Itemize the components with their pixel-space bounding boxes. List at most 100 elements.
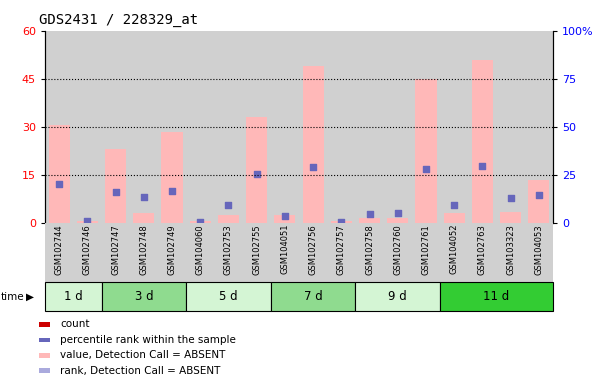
Bar: [302, 66, 324, 223]
Point: [252, 170, 261, 177]
Text: GSM104053: GSM104053: [534, 224, 543, 275]
Bar: [271, 223, 299, 282]
Bar: [412, 31, 440, 223]
Bar: [45, 223, 73, 282]
Bar: [130, 31, 158, 223]
Text: GSM102753: GSM102753: [224, 224, 233, 275]
Text: GSM102755: GSM102755: [252, 224, 261, 275]
Bar: [45, 31, 73, 223]
Bar: [383, 31, 412, 223]
Text: GSM104052: GSM104052: [450, 224, 459, 275]
Point: [195, 218, 205, 225]
Bar: [383, 223, 412, 282]
Bar: [412, 223, 440, 282]
Point: [506, 195, 516, 201]
Text: 9 d: 9 d: [388, 290, 407, 303]
Bar: [355, 282, 440, 311]
Point: [111, 189, 120, 195]
Bar: [500, 212, 521, 223]
Bar: [525, 31, 553, 223]
Bar: [102, 223, 130, 282]
Bar: [133, 213, 154, 223]
Text: count: count: [60, 319, 90, 329]
Bar: [274, 215, 296, 223]
Bar: [496, 223, 525, 282]
Point: [450, 202, 459, 209]
Bar: [472, 60, 493, 223]
Point: [337, 218, 346, 225]
Text: GSM102749: GSM102749: [168, 224, 177, 275]
Bar: [440, 31, 468, 223]
Bar: [444, 213, 465, 223]
Point: [308, 164, 318, 170]
Point: [365, 211, 374, 217]
Text: GSM102757: GSM102757: [337, 224, 346, 275]
Bar: [186, 223, 215, 282]
Text: 11 d: 11 d: [483, 290, 510, 303]
Bar: [186, 31, 215, 223]
Bar: [243, 223, 271, 282]
Bar: [73, 31, 102, 223]
Text: GDS2431 / 228329_at: GDS2431 / 228329_at: [39, 13, 198, 27]
Point: [534, 192, 544, 198]
Bar: [49, 125, 70, 223]
Bar: [218, 215, 239, 223]
Text: ▶: ▶: [26, 291, 34, 302]
Bar: [243, 31, 271, 223]
Bar: [468, 31, 496, 223]
Bar: [45, 282, 102, 311]
Bar: [355, 31, 383, 223]
Bar: [162, 131, 183, 223]
Bar: [468, 223, 496, 282]
Point: [224, 202, 233, 209]
Text: percentile rank within the sample: percentile rank within the sample: [60, 335, 236, 345]
Text: time: time: [1, 291, 24, 302]
Bar: [271, 31, 299, 223]
Bar: [359, 218, 380, 223]
Point: [280, 213, 290, 219]
Text: GSM102756: GSM102756: [308, 224, 317, 275]
Text: GSM102744: GSM102744: [55, 224, 64, 275]
Text: 1 d: 1 d: [64, 290, 83, 303]
Bar: [158, 31, 186, 223]
Text: GSM102746: GSM102746: [83, 224, 92, 275]
Text: GSM102763: GSM102763: [478, 224, 487, 275]
Point: [167, 188, 177, 194]
Bar: [327, 31, 355, 223]
Bar: [440, 223, 468, 282]
Bar: [105, 149, 126, 223]
Point: [393, 210, 403, 216]
Bar: [440, 282, 553, 311]
Bar: [415, 79, 436, 223]
Bar: [528, 180, 549, 223]
Bar: [130, 223, 158, 282]
Text: 3 d: 3 d: [135, 290, 153, 303]
Bar: [73, 223, 102, 282]
Bar: [186, 282, 271, 311]
Point: [139, 194, 148, 200]
Text: GSM103323: GSM103323: [506, 224, 515, 275]
Point: [54, 181, 64, 187]
Bar: [102, 282, 186, 311]
Point: [478, 163, 487, 169]
Bar: [496, 31, 525, 223]
Bar: [215, 31, 243, 223]
Bar: [271, 282, 355, 311]
Text: 5 d: 5 d: [219, 290, 238, 303]
Bar: [355, 223, 383, 282]
Bar: [246, 117, 267, 223]
Bar: [525, 223, 553, 282]
Text: GSM102748: GSM102748: [139, 224, 148, 275]
Text: GSM104060: GSM104060: [196, 224, 205, 275]
Text: GSM104051: GSM104051: [281, 224, 290, 275]
Bar: [331, 221, 352, 223]
Point: [82, 218, 92, 224]
Point: [421, 166, 431, 172]
Bar: [327, 223, 355, 282]
Bar: [299, 31, 327, 223]
Text: GSM102747: GSM102747: [111, 224, 120, 275]
Bar: [158, 223, 186, 282]
Text: GSM102761: GSM102761: [421, 224, 430, 275]
Bar: [215, 223, 243, 282]
Text: value, Detection Call = ABSENT: value, Detection Call = ABSENT: [60, 350, 225, 360]
